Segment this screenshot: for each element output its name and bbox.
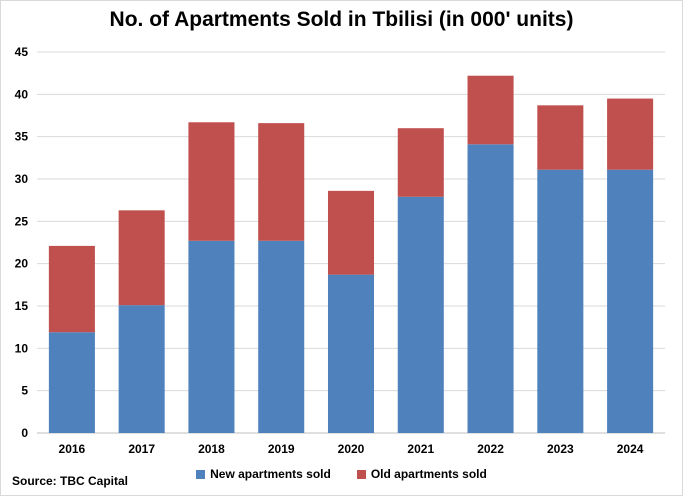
- bar-old-apartments: [327, 190, 375, 275]
- bar-new-apartments: [397, 196, 444, 433]
- y-tick-label: 35: [15, 130, 29, 144]
- x-tick-label: 2022: [477, 442, 504, 456]
- bar-old-apartments: [188, 122, 235, 241]
- bar-old-apartments: [537, 105, 584, 170]
- legend-label-old: Old apartments sold: [370, 467, 487, 481]
- legend-item-new: New apartments sold: [196, 467, 331, 481]
- bar-new-apartments: [118, 305, 165, 433]
- bar-old-apartments: [467, 75, 514, 145]
- y-tick-label: 45: [15, 45, 29, 59]
- bar-new-apartments: [48, 332, 95, 433]
- y-tick-label: 5: [21, 384, 28, 398]
- bar-old-apartments: [258, 123, 305, 241]
- x-tick-label: 2023: [547, 442, 574, 456]
- y-tick-label: 10: [15, 341, 29, 355]
- x-tick-label: 2017: [128, 442, 155, 456]
- y-tick-label: 0: [21, 426, 28, 440]
- legend-swatch-new: [196, 469, 206, 479]
- bar-old-apartments: [48, 245, 95, 333]
- x-tick-label: 2016: [59, 442, 86, 456]
- bar-old-apartments: [397, 128, 444, 197]
- x-tick-label: 2024: [617, 442, 644, 456]
- legend: New apartments sold Old apartments sold: [0, 467, 683, 481]
- bar-new-apartments: [467, 144, 514, 433]
- bar-old-apartments: [118, 210, 165, 306]
- y-tick-label: 30: [15, 172, 29, 186]
- x-tick-label: 2019: [268, 442, 295, 456]
- y-tick-label: 15: [15, 299, 29, 313]
- legend-swatch-old: [356, 469, 366, 479]
- y-tick-label: 40: [15, 87, 29, 101]
- bar-new-apartments: [258, 240, 305, 433]
- bar-old-apartments: [607, 98, 654, 170]
- bar-new-apartments: [327, 274, 375, 433]
- legend-item-old: Old apartments sold: [356, 467, 487, 481]
- bar-new-apartments: [188, 240, 235, 433]
- y-tick-label: 20: [15, 257, 29, 271]
- chart-title: No. of Apartments Sold in Tbilisi (in 00…: [109, 8, 574, 31]
- source-note: Source: TBC Capital: [12, 474, 129, 488]
- bar-new-apartments: [607, 169, 654, 434]
- legend-label-new: New apartments sold: [210, 467, 331, 481]
- y-tick-label: 25: [15, 214, 29, 228]
- x-tick-label: 2021: [407, 442, 434, 456]
- x-tick-label: 2020: [338, 442, 365, 456]
- x-tick-label: 2018: [198, 442, 225, 456]
- bar-new-apartments: [537, 169, 584, 434]
